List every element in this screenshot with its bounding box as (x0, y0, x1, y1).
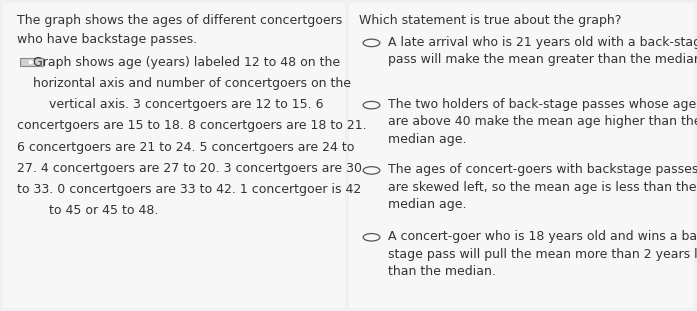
Text: ▶: ▶ (29, 59, 34, 65)
Text: The ages of concert-goers with backstage passes
are skewed left, so the mean age: The ages of concert-goers with backstage… (388, 163, 697, 211)
Text: Which statement is true about the graph?: Which statement is true about the graph? (359, 14, 621, 27)
Text: The graph shows the ages of different concertgoers: The graph shows the ages of different co… (17, 14, 343, 27)
Text: Graph shows age (years) labeled 12 to 48 on the: Graph shows age (years) labeled 12 to 48… (17, 56, 341, 69)
Text: A concert-goer who is 18 years old and wins a back-
stage pass will pull the mea: A concert-goer who is 18 years old and w… (388, 230, 697, 278)
Text: The two holders of back-stage passes whose ages
are above 40 make the mean age h: The two holders of back-stage passes who… (388, 98, 697, 146)
Text: 27. 4 concertgoers are 27 to 20. 3 concertgoers are 30: 27. 4 concertgoers are 27 to 20. 3 conce… (17, 162, 362, 175)
FancyBboxPatch shape (20, 58, 43, 66)
Text: who have backstage passes.: who have backstage passes. (17, 33, 197, 46)
FancyBboxPatch shape (3, 3, 345, 308)
Text: to 45 or 45 to 48.: to 45 or 45 to 48. (17, 204, 159, 217)
Text: to 33. 0 concertgoers are 33 to 42. 1 concertgoer is 42: to 33. 0 concertgoers are 33 to 42. 1 co… (17, 183, 362, 196)
Text: 6 concertgoers are 21 to 24. 5 concertgoers are 24 to: 6 concertgoers are 21 to 24. 5 concertgo… (17, 141, 355, 154)
Text: concertgoers are 15 to 18. 8 concertgoers are 18 to 21.: concertgoers are 15 to 18. 8 concertgoer… (17, 119, 367, 132)
Text: A late arrival who is 21 years old with a back-stage
pass will make the mean gre: A late arrival who is 21 years old with … (388, 36, 697, 66)
FancyBboxPatch shape (348, 3, 694, 308)
Text: horizontal axis and number of concertgoers on the: horizontal axis and number of concertgoe… (17, 77, 351, 90)
Text: vertical axis. 3 concertgoers are 12 to 15. 6: vertical axis. 3 concertgoers are 12 to … (17, 98, 324, 111)
